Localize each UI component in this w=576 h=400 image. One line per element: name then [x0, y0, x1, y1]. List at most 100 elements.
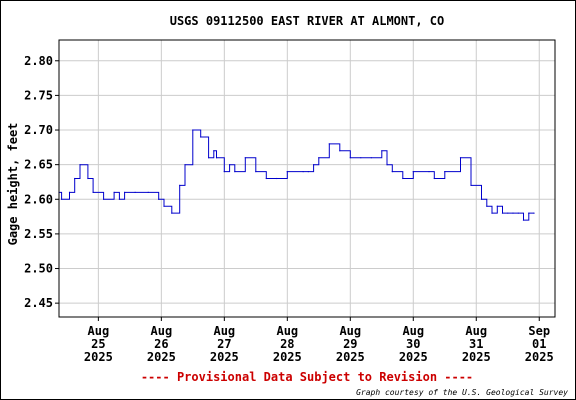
- data-point: [370, 157, 372, 159]
- data-point: [459, 157, 462, 159]
- x-tick-label: 2025: [147, 350, 176, 364]
- x-tick-label: 26: [154, 337, 168, 351]
- x-tick-label: Aug: [276, 324, 298, 338]
- data-point: [412, 171, 414, 173]
- data-point: [491, 212, 493, 214]
- data-point: [134, 191, 136, 193]
- data-point: [118, 198, 120, 200]
- plot-border: [58, 39, 556, 318]
- data-point: [147, 191, 149, 193]
- data-point: [171, 212, 173, 214]
- data-point: [179, 184, 181, 186]
- data-point: [496, 205, 498, 207]
- y-tick-label: 2.70: [24, 123, 53, 137]
- credit-text: Graph courtesy of the U.S. Geological Su…: [356, 388, 568, 397]
- x-tick-label: 30: [406, 337, 420, 351]
- data-point: [313, 164, 315, 166]
- data-point: [208, 157, 210, 159]
- data-point: [428, 171, 430, 173]
- y-axis-label: Gage height, feet: [6, 123, 20, 246]
- data-point: [507, 212, 509, 214]
- x-tick-label: 28: [280, 337, 294, 351]
- data-point: [213, 150, 215, 152]
- data-point: [381, 150, 383, 152]
- data-point: [402, 177, 404, 180]
- x-tick-label: Sep: [528, 324, 550, 338]
- data-point: [215, 157, 218, 159]
- x-tick-label: 2025: [84, 350, 113, 364]
- x-tick-label: 29: [343, 337, 357, 351]
- x-tick-label: Aug: [465, 324, 487, 338]
- data-point: [255, 171, 257, 173]
- data-point: [223, 171, 225, 173]
- data-point: [184, 164, 186, 166]
- y-tick-label: 2.55: [24, 227, 53, 241]
- data-point: [360, 157, 362, 159]
- data-point: [318, 157, 320, 159]
- data-point: [234, 171, 236, 173]
- x-tick-label: 2025: [399, 350, 428, 364]
- data-point: [192, 129, 194, 131]
- x-tick-label: 31: [469, 337, 483, 351]
- x-tick-label: 2025: [273, 350, 302, 364]
- data-point: [124, 191, 126, 193]
- y-tick-label: 2.45: [24, 296, 53, 310]
- x-tick-label: 2025: [525, 350, 554, 364]
- x-tick-label: Aug: [151, 324, 173, 338]
- data-point: [265, 177, 267, 180]
- data-point: [87, 177, 89, 180]
- data-point: [328, 143, 330, 145]
- data-point: [200, 136, 202, 138]
- x-tick-label: 01: [532, 337, 546, 351]
- series-group: [58, 129, 535, 221]
- y-tick-labels: 2.45 2.50 2.55 2.60 2.65 2.70 2.75 2.80: [24, 54, 53, 310]
- data-point: [244, 157, 246, 159]
- data-point: [158, 198, 160, 200]
- data-point: [391, 171, 393, 173]
- data-point: [349, 157, 351, 159]
- data-point: [470, 184, 472, 186]
- data-point: [92, 191, 94, 193]
- data-point: [386, 164, 388, 166]
- x-tick-label: 2025: [462, 350, 491, 364]
- x-tick-label: Aug: [88, 324, 110, 338]
- data-point: [79, 164, 81, 166]
- x-tick-label: 25: [91, 337, 105, 351]
- data-point: [512, 212, 514, 214]
- x-tick-label: Aug: [402, 324, 424, 338]
- x-tick-label: 2025: [336, 350, 365, 364]
- series-line: [59, 129, 534, 221]
- x-tick-label: 2025: [210, 350, 239, 364]
- data-point: [533, 212, 535, 214]
- data-point: [302, 171, 304, 173]
- data-point: [433, 177, 435, 180]
- data-point: [61, 198, 63, 200]
- data-point: [522, 219, 525, 221]
- y-tick-label: 2.75: [24, 88, 53, 102]
- provisional-caption: ---- Provisional Data Subject to Revisio…: [141, 370, 473, 384]
- data-point: [276, 177, 278, 180]
- data-point: [517, 212, 519, 214]
- data-point: [68, 191, 71, 193]
- chart-title: USGS 09112500 EAST RIVER AT ALMONT, CO: [170, 14, 445, 28]
- x-tick-label: Aug: [213, 324, 235, 338]
- data-point: [444, 171, 446, 173]
- data-point: [501, 212, 504, 214]
- data-point: [229, 164, 231, 166]
- data-point: [480, 198, 483, 200]
- x-tick-labels: Aug252025Aug262025Aug272025Aug282025Aug2…: [84, 324, 554, 364]
- y-tick-label: 2.80: [24, 54, 53, 68]
- data-point: [528, 212, 530, 214]
- y-tick-label: 2.60: [24, 192, 53, 206]
- x-tick-label: 27: [217, 337, 231, 351]
- y-tick-label: 2.65: [24, 158, 53, 172]
- data-point: [113, 191, 115, 193]
- data-point: [307, 171, 309, 173]
- x-tick-label: Aug: [339, 324, 361, 338]
- data-point: [339, 150, 341, 152]
- data-point: [286, 171, 288, 173]
- grid-lines: [55, 40, 555, 321]
- y-tick-label: 2.50: [24, 262, 53, 276]
